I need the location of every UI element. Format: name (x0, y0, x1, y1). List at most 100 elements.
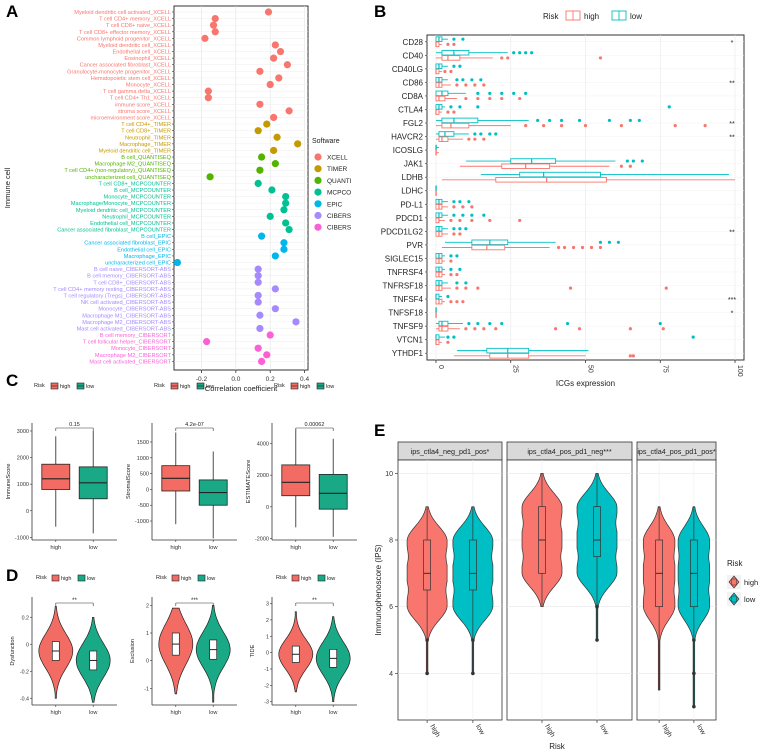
panel-a-ylabel-33: Cancer associated fibroblast_MCPCOUNTER (57, 228, 171, 234)
panel-a-legend-dot-CIBERSORT (314, 223, 322, 231)
panel-b-high-JAK1-outlier (619, 164, 623, 168)
panel-b-low-CD28-outlier (461, 37, 465, 41)
panel-b-low-CD40LG-outlier (458, 64, 462, 68)
panel-d-ytick-label: -0.4 (20, 696, 29, 702)
panel-a-legend-dot-TIMER (314, 165, 322, 173)
panel-a-point-35 (280, 239, 288, 247)
panel-b-high-FGL2-outlier (619, 124, 623, 128)
panel-d-chart: -0.4 -0.2 0 0.2 Dysfunction high low ** Risk high… (10, 574, 357, 716)
panel-b-gene-label-12: PD-L1 (400, 200, 423, 209)
panel-d-legend-high-key (171, 574, 180, 582)
panel-b-low-TNFSF9-outlier (500, 321, 504, 326)
panel-a-point-38 (173, 258, 182, 267)
panel-a-ylabel-32: Endothelial cell_MCPCOUNTER (90, 221, 171, 227)
panel-b-high-CD28-outlier (452, 42, 456, 46)
panel-a-xtick-label: 0.2 (266, 376, 275, 383)
panel-d-xtick-label: high (171, 710, 182, 716)
panel-d-xtick-label: low (329, 710, 338, 716)
panel-c-chart: -1000 0 1000 2000 3000 ImmuneScore high low 0.15… (6, 382, 357, 551)
panel-a-point-14 (256, 100, 264, 108)
panel-b-high-LDHB-box (495, 177, 607, 183)
panel-b-low-SIGLEC15-outlier (455, 254, 459, 258)
panel-label-e: E (374, 421, 386, 440)
panel-e-outlier (471, 638, 475, 642)
panel-c-legend-title: Risk (274, 383, 285, 389)
panel-d-ytick-label: 1 (266, 634, 269, 640)
panel-c-pvalue-2: 0.00062 (305, 422, 325, 428)
panel-b-gene-label-22: VTCN1 (397, 336, 424, 345)
panel-c-ytick-label: -500 (138, 503, 149, 509)
panel-a-ylabel-34: B cell_EPIC (141, 234, 171, 240)
panel-a-ylabel-31: Neutrophil_MCPCOUNTER (102, 214, 171, 220)
panel-c-box-high (41, 463, 71, 490)
panel-b-high-CD86-outlier (482, 83, 486, 87)
panel-e-ytick-label: 10 (385, 471, 393, 478)
panel-e-facet-title-0: ips_ctla4_neg_pd1_pos* (411, 447, 490, 456)
panel-b-low-JAK1-outlier (631, 159, 635, 163)
panel-b-high-JAK1-outlier (628, 164, 632, 168)
panel-b-low-LDHB-box (519, 171, 601, 178)
panel-d-ytick-label: 0 (146, 659, 149, 665)
panel-e-ylabel: Immunophenoscore (IPS) (374, 544, 383, 635)
panel-b-high-TNFSF9-outlier (494, 327, 498, 331)
panel-d-ytick-label: 2 (266, 618, 269, 624)
panel-e-facet-title-2: ips_ctla4_pos_pd1_pos* (637, 447, 716, 456)
panel-c-ytick-label: 3000 (17, 429, 29, 435)
panel-a-point-31 (266, 212, 274, 220)
panel-b-low-FGL2-outlier (559, 118, 564, 123)
panel-a-ylabel-19: Neutrophil_TIMER (125, 135, 171, 141)
panel-a-point-25 (206, 173, 214, 181)
panel-a-ylabel-39: B cell naive_CIBERSORT-ABS (94, 267, 171, 273)
panel-b-low-CD40-outlier (518, 51, 522, 55)
panel-b-low-HAVCR2-outlier (479, 132, 483, 136)
panel-a-point-7 (270, 54, 278, 62)
panel-a-ylabel-48: Mast cell activated_CIBERSORT-ABS (77, 326, 172, 332)
panel-e-legend-label-high: high (744, 578, 758, 587)
panel-a-ylabel-52: Macrophage M2_CIBERSORT (95, 353, 172, 359)
panel-a-point-26 (254, 179, 262, 188)
panel-b-xtick-label: 75 (661, 365, 668, 373)
panel-d-legend-low-key (317, 574, 326, 582)
panel-b-low-FGL2-outlier (548, 118, 552, 123)
panel-b-high-FGL2-outlier (524, 124, 528, 128)
panel-a-point-30 (280, 206, 288, 214)
panel-b-low-CD40-box (441, 49, 470, 56)
panel-b-high-CD86-outlier (473, 83, 477, 87)
panel-b-low-CD28-outlier (452, 37, 456, 41)
panel-b-high-YTHDF1-outlier (628, 354, 632, 358)
panel-b-low-PDCD1-outlier (452, 213, 456, 217)
panel-a-ylabel-30: Myeloid dendritic cell_MCPCOUNTER (76, 208, 171, 214)
panel-e-box-low (593, 506, 601, 558)
panel-b-low-CD86-outlier (461, 78, 465, 82)
panel-b-low-TNFRSF4-outlier (449, 267, 453, 271)
panel-b-high-CD8A-outlier (500, 96, 504, 101)
panel-d-legend-high-key (51, 574, 60, 582)
panel-e-outlier (692, 704, 696, 709)
panel-a-ylabel-38: uncharacterized cell_EPIC (105, 261, 171, 267)
panel-b-xlabel: ICGs expression (556, 379, 615, 388)
panel-a-ylabel-26: T cell CD8+_MCPCOUNTER (99, 181, 171, 187)
panel-a-point-18 (254, 127, 262, 135)
panel-c-xtick-label: low (89, 545, 99, 551)
panel-b-low-CD40LG-outlier (452, 64, 456, 68)
panel-a-ylabel-8: Cancer associated fibroblast_XCELL (80, 63, 171, 69)
panel-a-ylabel-3: T cell CD8+ effector memory_XCELL (79, 30, 171, 36)
panel-b-high-CD8A-outlier (518, 96, 522, 101)
panel-b-low-CD40-outlier (512, 51, 516, 55)
panel-b-high-CD40-outlier (506, 56, 510, 60)
panel-b-high-YTHDF1-box (489, 353, 530, 359)
panel-b-low-TNFSF9-outlier (565, 321, 570, 326)
panel-a-point-37 (271, 252, 279, 260)
panel-a-ylabel-10: Hematopoietic stem cell_XCELL (91, 76, 171, 82)
panel-b-low-TNFRSF4-outlier (458, 267, 462, 271)
panel-b-low-PDCD1LG2-outlier (452, 227, 456, 231)
panel-a-ylabel-20: Macrophage_TIMER (119, 142, 171, 148)
panel-d-legend-title: Risk (36, 575, 47, 581)
panel-b-low-TNFRSF18-outlier (455, 281, 459, 285)
panel-b-gene-label-3: CD86 (403, 78, 424, 87)
panel-a-ylabel-2: T cell CD8+ naive_XCELL (106, 23, 171, 29)
panel-b-low-PD-L1-outlier (467, 200, 471, 204)
panel-b-low-JAK1-outlier (625, 159, 629, 163)
panel-a-point-50 (203, 338, 211, 346)
panel-a-point-28 (282, 192, 290, 201)
